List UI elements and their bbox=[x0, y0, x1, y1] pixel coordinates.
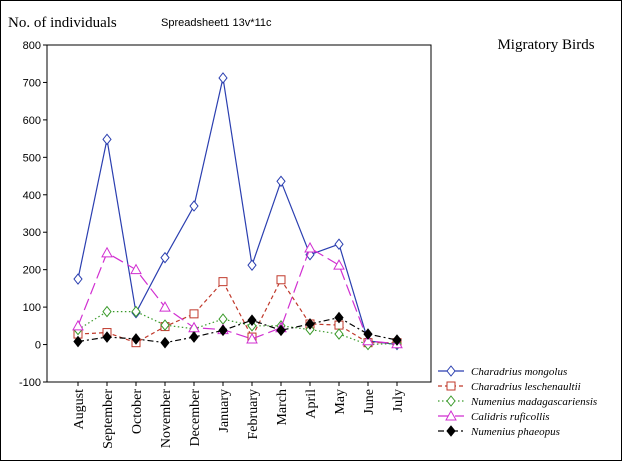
x-tick-label: November bbox=[159, 389, 174, 448]
data-point bbox=[276, 275, 286, 285]
x-tick-label: May bbox=[333, 389, 348, 415]
chart-title: Migratory Birds bbox=[497, 37, 594, 53]
series-line bbox=[77, 316, 398, 344]
data-point bbox=[102, 305, 112, 318]
data-point bbox=[446, 381, 456, 391]
y-tick-label: 0 bbox=[35, 340, 41, 352]
data-point bbox=[446, 425, 456, 437]
legend-item: Charadrius mongolus bbox=[438, 365, 567, 378]
data-point bbox=[131, 333, 141, 345]
series-line bbox=[77, 311, 398, 346]
data-point bbox=[445, 409, 457, 421]
y-tick-label: 200 bbox=[23, 265, 41, 277]
y-tick-label: 400 bbox=[23, 190, 41, 202]
data-point bbox=[363, 328, 373, 340]
data-point bbox=[189, 200, 199, 212]
x-tick-label: February bbox=[246, 389, 261, 440]
data-point bbox=[159, 301, 171, 312]
data-point bbox=[72, 319, 84, 331]
x-tick-label: December bbox=[188, 389, 203, 447]
x-tick-label: June bbox=[362, 389, 377, 415]
x-tick-label: January bbox=[217, 389, 232, 433]
y-tick-label: 500 bbox=[23, 152, 41, 164]
data-point bbox=[446, 395, 456, 407]
series-line bbox=[77, 77, 398, 346]
series-line bbox=[77, 247, 398, 345]
x-tick-label: March bbox=[275, 389, 290, 426]
data-point bbox=[189, 309, 199, 319]
data-point bbox=[73, 273, 83, 285]
data-point bbox=[334, 311, 344, 324]
legend-label: Charadrius leschenaultii bbox=[471, 381, 581, 393]
data-point bbox=[305, 318, 315, 330]
series-line bbox=[77, 278, 397, 344]
legend-item: Numenius madagascariensis bbox=[438, 395, 597, 408]
series-group bbox=[72, 72, 403, 351]
y-tick-label: -100 bbox=[19, 377, 41, 389]
data-point bbox=[392, 334, 402, 346]
data-point bbox=[334, 238, 344, 251]
data-point bbox=[276, 175, 286, 188]
data-point bbox=[362, 334, 374, 346]
series-4 bbox=[73, 311, 402, 349]
data-point bbox=[446, 365, 456, 377]
x-tick-label: April bbox=[304, 389, 319, 419]
data-point bbox=[130, 263, 142, 275]
data-point bbox=[189, 331, 199, 343]
x-tick-label: August bbox=[72, 389, 87, 430]
legend-item: Calidris ruficollis bbox=[438, 409, 550, 423]
data-point bbox=[101, 246, 113, 258]
x-tick-label: September bbox=[101, 389, 116, 449]
series-2 bbox=[73, 305, 402, 351]
legend-label: Numenius phaeopus bbox=[470, 426, 560, 438]
data-point bbox=[131, 305, 141, 318]
x-tick-label: October bbox=[130, 389, 145, 434]
legend-item: Numenius phaeopus bbox=[438, 425, 560, 438]
x-tick-label: July bbox=[391, 389, 406, 412]
data-point bbox=[333, 259, 345, 270]
legend-label: Calidris ruficollis bbox=[471, 411, 550, 423]
legend: Charadrius mongolus Charadrius leschenaul… bbox=[438, 365, 597, 438]
y-tick-label: 800 bbox=[23, 40, 41, 52]
data-point bbox=[102, 331, 112, 343]
plot-area bbox=[46, 44, 432, 383]
y-tick-label: 300 bbox=[23, 227, 41, 239]
series-3 bbox=[72, 241, 403, 349]
y-tick-label: 600 bbox=[23, 115, 41, 127]
data-point bbox=[218, 277, 228, 287]
data-point bbox=[160, 336, 170, 349]
data-point bbox=[304, 241, 316, 253]
data-point bbox=[73, 335, 83, 348]
data-point bbox=[218, 313, 228, 325]
legend-label: Numenius madagascariensis bbox=[470, 396, 597, 408]
data-point bbox=[247, 259, 257, 271]
legend-item: Charadrius leschenaultii bbox=[438, 381, 581, 393]
spreadsheet-label: Spreadsheet1 13v*11c bbox=[161, 17, 272, 29]
data-point bbox=[334, 328, 344, 340]
data-point bbox=[247, 314, 257, 327]
data-point bbox=[102, 133, 112, 146]
data-point bbox=[218, 324, 228, 337]
legend-label: Charadrius mongolus bbox=[471, 366, 567, 378]
data-point bbox=[246, 332, 258, 344]
y-axis-label: No. of individuals bbox=[8, 15, 117, 31]
axes: -100 0 100 200 300 400 500 600 700 800 August Septe… bbox=[19, 40, 432, 449]
y-tick-label: 100 bbox=[23, 302, 41, 314]
y-tick-label: 700 bbox=[23, 77, 41, 89]
data-point bbox=[160, 251, 170, 264]
data-point bbox=[160, 319, 170, 331]
data-point bbox=[276, 324, 286, 337]
data-point bbox=[218, 72, 228, 84]
